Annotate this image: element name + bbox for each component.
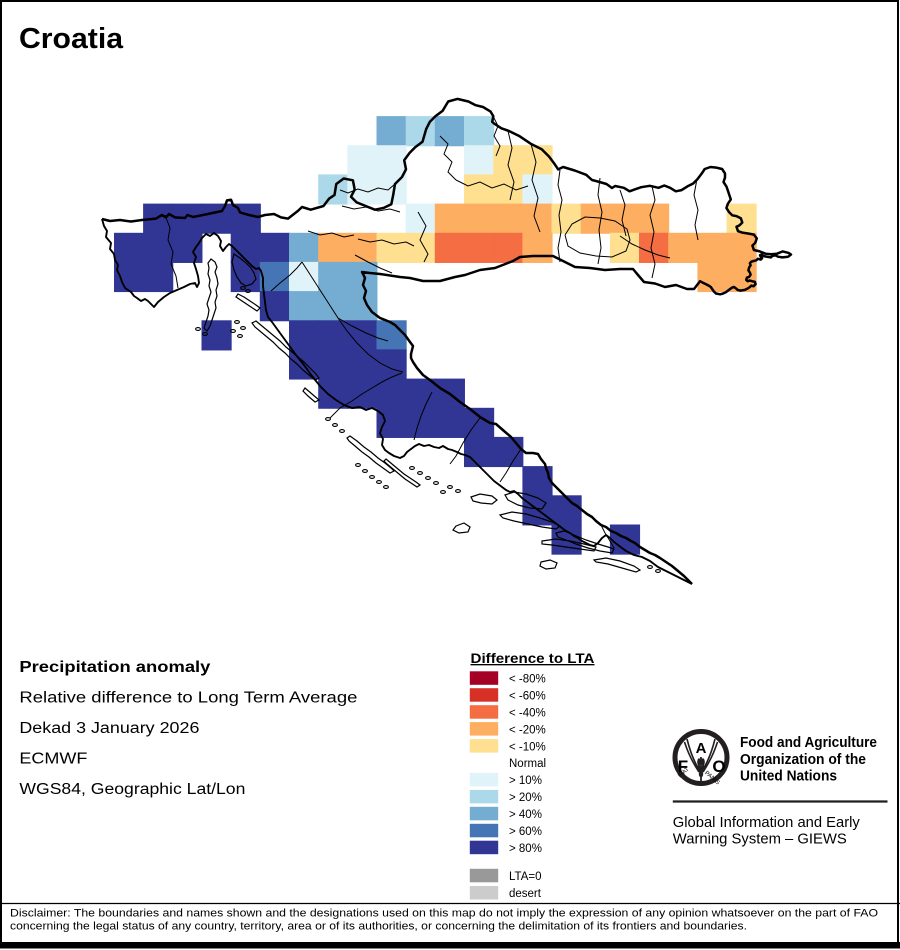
- svg-text:> 60%: > 60%: [509, 826, 542, 838]
- svg-text:> 20%: > 20%: [509, 792, 542, 804]
- svg-text:> 80%: > 80%: [509, 843, 542, 855]
- svg-text:< -20%: < -20%: [509, 724, 546, 736]
- svg-text:O: O: [712, 757, 725, 776]
- svg-text:< -10%: < -10%: [509, 741, 546, 753]
- svg-text:WGS84, Geographic Lat/Lon: WGS84, Geographic Lat/Lon: [19, 781, 245, 798]
- svg-text:A: A: [696, 740, 707, 757]
- svg-text:Croatia: Croatia: [19, 23, 124, 55]
- svg-text:Global Information and Early: Global Information and Early: [673, 814, 860, 831]
- svg-text:Normal: Normal: [509, 758, 546, 770]
- svg-text:concerning the legal status of: concerning the legal status of any count…: [10, 921, 747, 933]
- svg-text:< -80%: < -80%: [509, 674, 546, 686]
- svg-text:< -40%: < -40%: [509, 707, 546, 719]
- svg-text:United Nations: United Nations: [740, 769, 837, 785]
- svg-text:Disclaimer: The boundaries and: Disclaimer: The boundaries and names sho…: [10, 908, 878, 920]
- svg-text:< -60%: < -60%: [509, 690, 546, 702]
- svg-text:Difference to LTA: Difference to LTA: [471, 651, 595, 666]
- svg-text:Food and Agriculture: Food and Agriculture: [740, 735, 877, 751]
- svg-text:> 10%: > 10%: [509, 775, 542, 787]
- svg-text:LTA=0: LTA=0: [509, 871, 542, 883]
- svg-text:Organization of the: Organization of the: [740, 752, 866, 768]
- svg-text:Precipitation anomaly: Precipitation anomaly: [19, 659, 210, 676]
- svg-text:Relative difference to Long Te: Relative difference to Long Term Average: [19, 690, 357, 707]
- svg-text:desert: desert: [509, 888, 542, 900]
- svg-text:Warning System – GIEWS: Warning System – GIEWS: [673, 831, 847, 848]
- svg-text:> 40%: > 40%: [509, 809, 542, 821]
- svg-text:F: F: [678, 757, 688, 776]
- svg-text:Dekad 3 January 2026: Dekad 3 January 2026: [19, 720, 199, 737]
- svg-text:ECMWF: ECMWF: [19, 751, 87, 768]
